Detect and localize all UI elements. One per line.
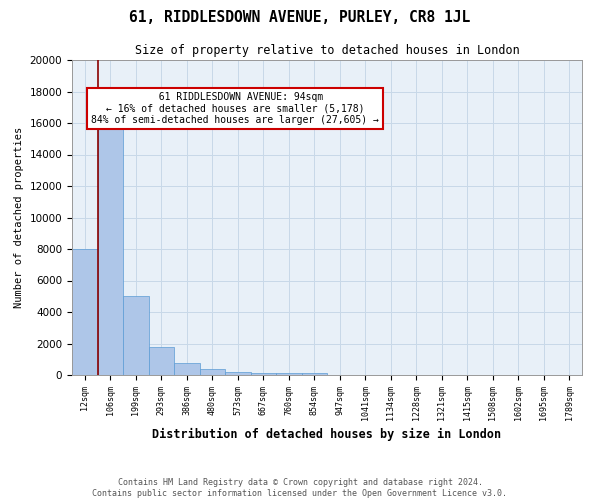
Text: 61, RIDDLESDOWN AVENUE, PURLEY, CR8 1JL: 61, RIDDLESDOWN AVENUE, PURLEY, CR8 1JL xyxy=(130,10,470,25)
Bar xyxy=(199,370,225,375)
Bar xyxy=(302,372,327,375)
Y-axis label: Number of detached properties: Number of detached properties xyxy=(14,127,24,308)
Bar xyxy=(149,348,174,375)
Bar xyxy=(225,372,251,375)
Bar xyxy=(251,372,276,375)
Text: 61 RIDDLESDOWN AVENUE: 94sqm
← 16% of detached houses are smaller (5,178)
84% of: 61 RIDDLESDOWN AVENUE: 94sqm ← 16% of de… xyxy=(91,92,379,124)
X-axis label: Distribution of detached houses by size in London: Distribution of detached houses by size … xyxy=(152,428,502,441)
Title: Size of property relative to detached houses in London: Size of property relative to detached ho… xyxy=(134,44,520,58)
Bar xyxy=(97,120,123,375)
Text: Contains HM Land Registry data © Crown copyright and database right 2024.
Contai: Contains HM Land Registry data © Crown c… xyxy=(92,478,508,498)
Bar xyxy=(174,363,199,375)
Bar xyxy=(72,249,97,375)
Bar xyxy=(123,296,149,375)
Bar xyxy=(276,374,302,375)
